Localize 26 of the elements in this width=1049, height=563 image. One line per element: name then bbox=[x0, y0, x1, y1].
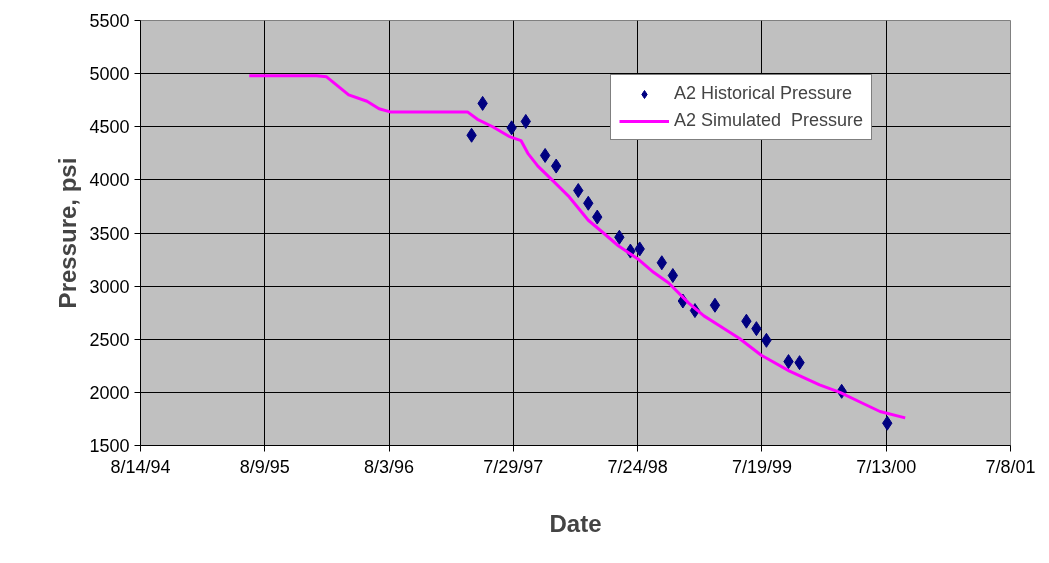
y-tick-label: 1500 bbox=[89, 436, 130, 456]
y-tick-label: 5500 bbox=[89, 11, 130, 31]
point bbox=[667, 268, 679, 283]
line-series bbox=[247, 74, 907, 420]
x-axis-title: Date bbox=[549, 509, 602, 537]
legend-label: A2 Historical Pressure bbox=[674, 83, 853, 104]
y-tick-label: 2000 bbox=[89, 382, 130, 403]
y-axis-title: Pressure, psi bbox=[54, 157, 82, 309]
y-tick-label: 4000 bbox=[89, 170, 130, 191]
x-tick-label: 7/19/99 bbox=[731, 456, 792, 477]
y-tick-label: 2500 bbox=[89, 329, 130, 350]
y-tick-label: 3000 bbox=[89, 276, 130, 297]
legend-label: A2 Simulated Pressure bbox=[674, 110, 864, 131]
point bbox=[539, 147, 551, 163]
y-tick-label: 4500 bbox=[89, 117, 130, 138]
point bbox=[573, 183, 584, 198]
x-tick-label: 8/3/96 bbox=[364, 456, 415, 477]
x-tick-label: 7/13/00 bbox=[856, 456, 917, 477]
y-tick-label: 5000 bbox=[89, 64, 130, 85]
x-tick-label: 8/9/95 bbox=[239, 456, 290, 477]
point bbox=[709, 297, 721, 313]
x-tick-label: 8/14/94 bbox=[110, 456, 171, 477]
y-tick-label: 3500 bbox=[89, 223, 130, 244]
x-tick-label: 7/24/98 bbox=[607, 456, 668, 477]
x-tick-label: 7/29/97 bbox=[483, 456, 544, 477]
x-tick-label: 7/8/01 bbox=[985, 456, 1036, 477]
